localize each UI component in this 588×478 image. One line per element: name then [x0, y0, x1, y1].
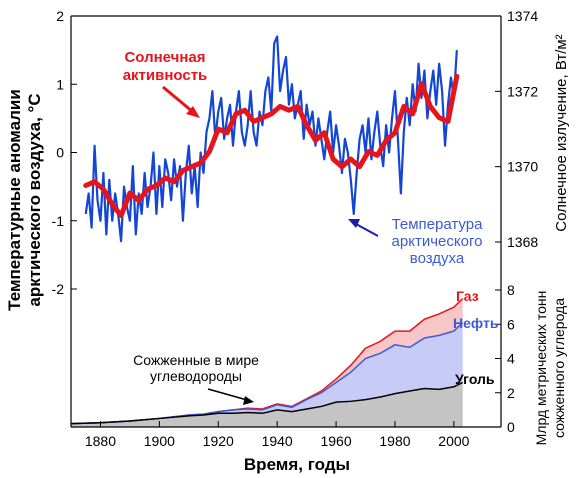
temperature-annotation: Температура арктического воздуха — [348, 216, 483, 267]
oil-label: Нефть — [453, 315, 499, 331]
left-tick-label: -1 — [52, 213, 65, 229]
carbon-stack — [70, 298, 464, 427]
svg-text:Температурные аномалии: Температурные аномалии — [5, 89, 24, 311]
solar-tick-label: 1368 — [507, 234, 538, 250]
x-tick-label: 1900 — [144, 433, 175, 449]
solar-annotation: Солнечная активность — [123, 49, 208, 118]
solar-line — [83, 73, 460, 219]
left-axis-label: Температурные аномалии арктического возд… — [5, 89, 44, 311]
svg-text:арктического: арктического — [392, 233, 483, 250]
svg-text:Млрд метрических тонн: Млрд метрических тонн — [533, 291, 549, 446]
x-tick-label: 1940 — [262, 433, 293, 449]
coal-label: Уголь — [455, 371, 495, 387]
solar-arrow-icon — [186, 106, 200, 118]
carbon-tick-label: 8 — [507, 282, 515, 298]
right-axis-carbon-label: Млрд метрических тонн сожженного углерод… — [533, 291, 567, 446]
coal-area — [71, 382, 463, 427]
solar-tick-label: 1374 — [507, 8, 538, 24]
svg-text:сожженного углерода: сожженного углерода — [551, 298, 567, 438]
x-tick-label: 1880 — [85, 433, 116, 449]
gas-label: Газ — [456, 288, 479, 304]
carbon-tick-label: 4 — [507, 351, 515, 367]
svg-text:активность: активность — [123, 67, 208, 84]
solar-tick-label: 1372 — [507, 83, 538, 99]
x-tick-label: 1960 — [320, 433, 351, 449]
svg-text:углеводороды: углеводороды — [150, 368, 242, 384]
left-tick-label: -2 — [52, 281, 65, 297]
right-axis-solar-label: Солнечное излучение, Вт/м² — [553, 34, 570, 231]
fossil-annotation: Сожженные в мире углеводороды — [133, 352, 259, 405]
fossil-arrow-icon — [243, 396, 254, 405]
svg-text:арктического воздуха, °С: арктического воздуха, °С — [25, 93, 44, 306]
x-tick-label: 1920 — [203, 433, 234, 449]
x-axis-label: Время, годы — [244, 455, 350, 474]
left-tick-label: 0 — [56, 145, 64, 161]
carbon-tick-label: 0 — [507, 419, 515, 435]
x-tick-label: 1980 — [379, 433, 410, 449]
series-lines — [83, 35, 460, 243]
temperature-arrow-icon — [348, 219, 360, 228]
svg-text:воздуха: воздуха — [410, 250, 465, 267]
axis-ticks: 1880 1900 1920 1940 1960 1980 2000 2 1 0 -1 -2 1374 1… — [52, 8, 539, 449]
solar-tick-label: 1370 — [507, 159, 538, 175]
carbon-tick-label: 6 — [507, 316, 515, 332]
left-tick-label: 1 — [56, 76, 64, 92]
svg-text:Температура: Температура — [392, 216, 484, 233]
x-tick-label: 2000 — [438, 433, 469, 449]
svg-text:Сожженные в мире: Сожженные в мире — [133, 352, 259, 368]
svg-text:Солнечная: Солнечная — [124, 49, 205, 66]
oil-area — [71, 322, 463, 424]
carbon-tick-label: 2 — [507, 385, 515, 401]
coal-line — [70, 381, 464, 425]
left-tick-label: 2 — [56, 8, 64, 24]
